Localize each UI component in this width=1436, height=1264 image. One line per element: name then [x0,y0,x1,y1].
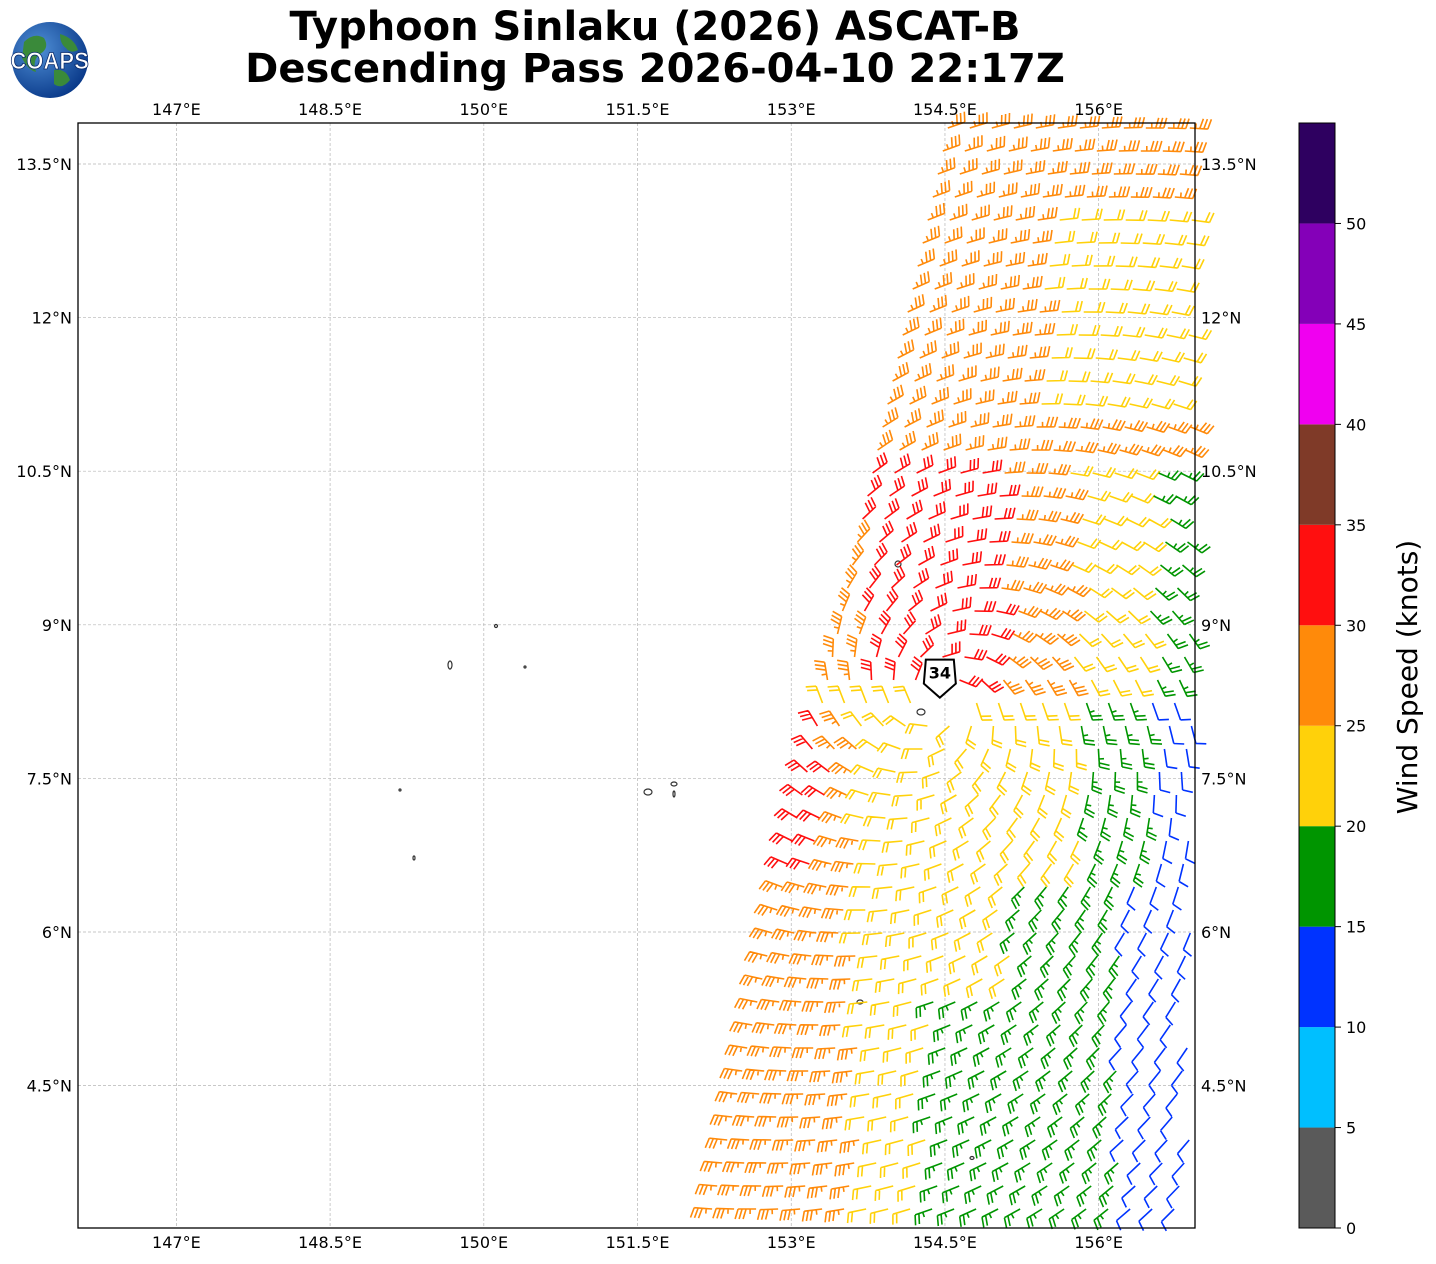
lat-tick-label-left: 12°N [32,309,72,328]
storm-center-marker: 34 [922,658,957,699]
island-outline [969,1155,975,1161]
lat-tick-label-left: 6°N [42,923,72,942]
lat-tick-label-left: 10.5°N [16,462,72,481]
colorbar-bin [1299,625,1335,726]
lat-tick-label-right: 9°N [1201,616,1231,635]
storm-marker-label: 34 [929,664,951,683]
colorbar-frame [1298,122,1336,1229]
island-outline [894,560,902,568]
islands [398,560,975,1161]
wind-barb-group [689,111,1215,1223]
lon-tick-label-bottom: 148.5°E [298,1233,362,1252]
wind-barb-group [912,470,1211,1231]
globe-icon [12,22,88,98]
logo-text: COAPS [10,47,88,74]
island-outline [447,660,453,670]
colorbar-bin [1299,1027,1335,1128]
island-outline [493,623,499,629]
island-outline [643,788,653,796]
lon-tick-label-top: 153°E [767,100,816,119]
lat-tick-label-left: 13.5°N [16,155,72,174]
map-tick-labels: 147°E 147°E 148.5°E 148.5°E 150°E 150°E 151.5°… [16,100,1256,1252]
colorbar-bin [1299,223,1335,324]
coaps-logo: COAPS [10,22,89,98]
wind-barbs [689,111,1215,1232]
colorbar-tick-label: 40 [1346,415,1366,434]
colorbar-bin [1299,725,1335,827]
lat-tick-label-left: 7.5°N [27,769,72,788]
lat-tick-label-right: 10.5°N [1201,462,1257,481]
colorbar-bin [1299,826,1335,927]
lon-tick-label-top: 154.5°E [913,100,977,119]
island-outline [412,855,416,861]
lon-tick-label-top: 147°E [152,100,201,119]
colorbar-tick-label: 30 [1346,616,1366,635]
colorbar: 0 5 10 15 20 25 30 35 40 45 50 [1298,122,1366,1238]
colorbar-tick-label: 15 [1346,918,1366,937]
chart-title-line-2: Descending Pass 2026-04-10 22:17Z [245,46,1065,92]
wind-barb-group [805,207,1215,1225]
island-outline [398,788,402,792]
island-outline [523,665,527,669]
wind-barb-group [763,452,1021,870]
colorbar-tick-label: 0 [1346,1219,1356,1238]
lon-tick-label-bottom: 150°E [459,1233,508,1252]
colorbar-tick-label: 35 [1346,516,1366,535]
colorbar-bin [1299,524,1335,626]
colorbar-bin [1299,1127,1335,1228]
colorbar-bin [1299,323,1335,425]
lat-tick-label-right: 7.5°N [1201,769,1246,788]
lat-tick-label-right: 12°N [1201,309,1241,328]
colorbar-tick-label: 5 [1346,1119,1356,1138]
lon-tick-label-top: 148.5°E [298,100,362,119]
lat-tick-label-right: 6°N [1201,923,1231,942]
lon-tick-label-top: 150°E [459,100,508,119]
map-frame [77,122,1196,1229]
lat-tick-label-left: 4.5°N [27,1077,72,1096]
lon-tick-label-bottom: 153°E [767,1233,816,1252]
lat-tick-label-right: 4.5°N [1201,1077,1246,1096]
island-outline [916,708,926,716]
lat-tick-label-left: 9°N [42,616,72,635]
colorbar-tick-label: 10 [1346,1018,1366,1037]
wind-barb-group [1108,702,1207,1232]
storm-marker-shape [922,658,957,699]
colorbar-tick-label: 50 [1346,214,1366,233]
lon-tick-label-top: 156°E [1074,100,1123,119]
colorbar-tick-label: 45 [1346,315,1366,334]
colorbar-bin [1299,926,1335,1028]
lon-tick-label-top: 151.5°E [606,100,670,119]
colorbar-tick-label: 25 [1346,717,1366,736]
island-outline [670,781,678,787]
lon-tick-label-bottom: 151.5°E [606,1233,670,1252]
graticule-grid [78,123,1195,1228]
chart-title-line-1: Typhoon Sinlaku (2026) ASCAT-B [289,4,1021,50]
colorbar-bin [1299,123,1335,224]
colorbar-label: Wind Speed (knots) [1391,540,1424,814]
lat-tick-label-right: 13.5°N [1201,155,1257,174]
lon-tick-label-bottom: 154.5°E [913,1233,977,1252]
lon-tick-label-bottom: 147°E [152,1233,201,1252]
island-outline [672,790,676,798]
colorbar-tick-label: 20 [1346,817,1366,836]
colorbar-bin [1299,424,1335,525]
lon-tick-label-bottom: 156°E [1074,1233,1123,1252]
